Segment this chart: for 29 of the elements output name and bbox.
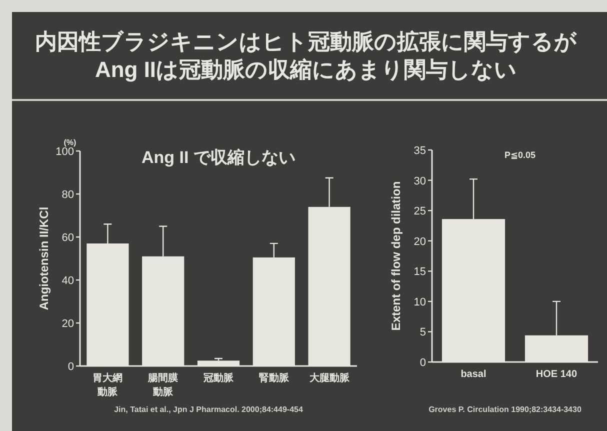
y-tick-label: 30 <box>414 175 426 188</box>
y-tick-label: 80 <box>62 189 74 201</box>
x-tick-label: 腎動脈 <box>258 372 290 384</box>
y-tick-label: 40 <box>62 275 74 287</box>
y-tick-label: 35 <box>414 145 426 157</box>
y-tick-label: 60 <box>62 232 74 244</box>
y-tick-label: 5 <box>420 326 426 339</box>
x-tick-label: 胃大網動脈 <box>92 372 123 398</box>
y-axis-title: Extent of flow dep dilation <box>389 181 403 331</box>
y-tick-label: 25 <box>414 206 426 218</box>
annotation: P≦0.05 <box>504 150 536 160</box>
text: (%) <box>64 138 77 147</box>
x-tick-label: 大腿動脈 <box>308 372 350 384</box>
y-tick-label: 100 <box>56 146 74 158</box>
x-tick-label: 腸間膜動脈 <box>147 372 180 398</box>
x-tick-label: basal <box>460 369 487 380</box>
text: Groves P. Circulation 1990;82:3434-3430 <box>428 405 582 414</box>
chart-title: 内因性ブラジキニンはヒト冠動脈の拡張に関与するが Ang IIは冠動脈の収縮にあまり関与しない <box>34 28 578 84</box>
y-tick-label: 20 <box>414 236 426 248</box>
y-axis-title: Angiotensin II/KCl <box>37 206 51 310</box>
y-tick-label: 0 <box>420 357 426 369</box>
y-tick-label: 20 <box>62 318 74 330</box>
chart-subtitle: Ang II で収縮しない <box>142 148 296 167</box>
x-tick-label: HOE 140 <box>536 369 578 380</box>
text: Jin, Tatai et al., Jpn J Pharmacol. 2000;84:449-454 <box>114 405 304 414</box>
y-tick-label: 15 <box>414 266 426 278</box>
y-tick-label: 0 <box>68 361 74 373</box>
y-tick-label: 10 <box>414 296 426 308</box>
x-tick-label: 冠動脈 <box>202 372 234 384</box>
